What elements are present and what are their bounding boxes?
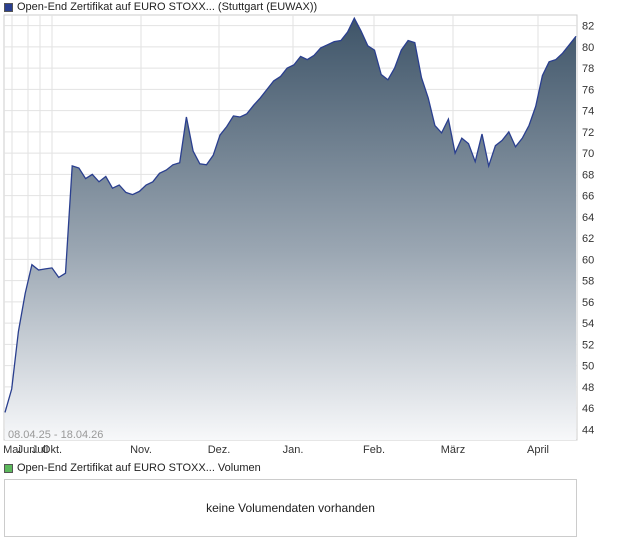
price-chart: 44 46 48 50 52 54 56 58 60 62 64 66 68 70 72 74 76 78 80 82… <box>3 14 594 456</box>
volume-series-label: Open-End Zertifikat auf EURO STOXX... Vo… <box>17 462 261 474</box>
x-tick-label: Jun. <box>18 444 39 456</box>
y-tick-label: 48 <box>582 382 594 394</box>
price-line <box>4 16 577 413</box>
x-tick-label: Dez. <box>208 444 231 456</box>
y-tick-label: 60 <box>582 254 594 266</box>
y-tick-label: 52 <box>582 339 594 351</box>
y-tick-label: 56 <box>582 297 594 309</box>
x-tick-label: Jan. <box>283 444 304 456</box>
volume-series-legend: Open-End Zertifikat auf EURO STOXX... Vo… <box>4 461 261 475</box>
y-tick-label: 68 <box>582 169 594 181</box>
x-tick-label: Feb. <box>363 444 385 456</box>
y-tick-label: 70 <box>582 148 594 160</box>
y-tick-label: 82 <box>582 21 594 33</box>
y-tick-label: 54 <box>582 318 594 330</box>
y-tick-label: 78 <box>582 63 594 75</box>
y-tick-label: 46 <box>582 403 594 415</box>
y-tick-label: 72 <box>582 127 594 139</box>
volume-series-swatch <box>4 463 13 473</box>
x-tick-label: April <box>527 444 549 456</box>
price-area-fill <box>5 18 576 440</box>
y-tick-label: 64 <box>582 212 594 224</box>
x-tick-label: Mai <box>3 444 21 456</box>
volume-panel: keine Volumendaten vorhanden <box>4 479 577 537</box>
y-tick-label: 58 <box>582 276 594 288</box>
y-tick-label: 80 <box>582 42 594 54</box>
y-tick-label: 50 <box>582 361 594 373</box>
price-series-swatch <box>4 2 13 12</box>
y-tick-label: 66 <box>582 191 594 203</box>
x-tick-label: Okt. <box>42 444 62 456</box>
y-tick-label: 44 <box>582 424 594 436</box>
date-range-label: 08.04.25 - 18.04.26 <box>8 429 103 441</box>
x-tick-label: Juli <box>32 444 49 456</box>
x-tick-label: März <box>441 444 465 456</box>
y-tick-label: 74 <box>582 106 594 118</box>
y-tick-label: 76 <box>582 84 594 96</box>
y-tick-label: 62 <box>582 233 594 245</box>
x-tick-label: Nov. <box>130 444 152 456</box>
price-series-label: Open-End Zertifikat auf EURO STOXX... (S… <box>17 1 318 13</box>
no-volume-message: keine Volumendaten vorhanden <box>206 501 375 515</box>
y-axis-ticks: 44 46 48 50 52 54 56 58 60 62 64 66 68 70 72 74 76 78 80 82 <box>582 21 594 437</box>
price-series-legend: Open-End Zertifikat auf EURO STOXX... (S… <box>4 0 317 14</box>
price-area <box>4 16 577 440</box>
